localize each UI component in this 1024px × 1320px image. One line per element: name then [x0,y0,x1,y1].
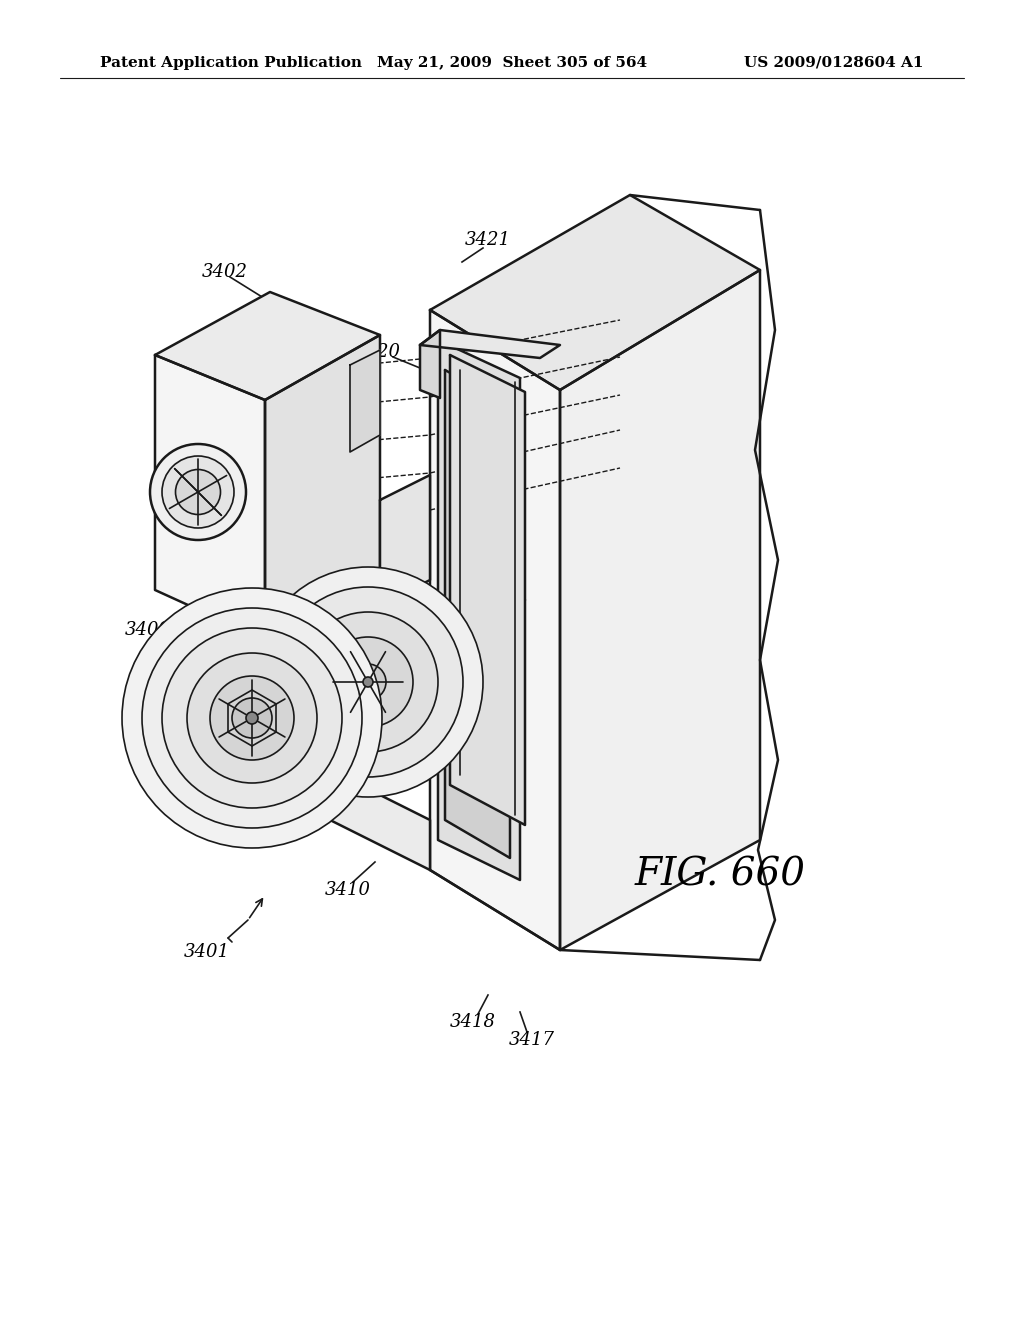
Text: May 21, 2009  Sheet 305 of 564: May 21, 2009 Sheet 305 of 564 [377,55,647,70]
Text: 3403: 3403 [155,411,201,429]
Text: 3420: 3420 [355,343,401,360]
Polygon shape [155,355,265,640]
Ellipse shape [253,568,483,797]
Ellipse shape [187,653,317,783]
Polygon shape [430,195,760,389]
Text: 3409: 3409 [125,620,171,639]
Ellipse shape [150,444,246,540]
Ellipse shape [162,628,342,808]
Circle shape [246,711,258,723]
Ellipse shape [273,587,463,777]
Text: 3418: 3418 [450,1012,496,1031]
Ellipse shape [298,612,438,752]
Text: FIG. 660: FIG. 660 [635,857,806,894]
Polygon shape [185,620,310,810]
Text: 3410: 3410 [325,880,371,899]
Text: 3421: 3421 [465,231,511,249]
Polygon shape [560,271,760,950]
Polygon shape [445,370,510,858]
Polygon shape [450,355,525,825]
Circle shape [362,677,373,686]
Ellipse shape [122,587,382,847]
Ellipse shape [323,638,413,727]
Polygon shape [420,330,440,399]
Text: 3417: 3417 [509,1031,555,1049]
Text: 3402: 3402 [202,263,248,281]
Polygon shape [265,335,380,640]
Polygon shape [380,475,430,605]
Text: US 2009/0128604 A1: US 2009/0128604 A1 [744,55,924,70]
Text: Patent Application Publication: Patent Application Publication [100,55,362,70]
Ellipse shape [210,676,294,760]
Polygon shape [310,760,430,870]
Text: 3401: 3401 [184,942,230,961]
Polygon shape [155,292,380,400]
Polygon shape [430,310,560,950]
Ellipse shape [350,664,386,700]
Polygon shape [420,330,560,358]
Ellipse shape [162,455,234,528]
Ellipse shape [232,698,272,738]
Ellipse shape [142,609,362,828]
Polygon shape [438,341,520,880]
Ellipse shape [175,470,220,515]
Polygon shape [350,350,380,451]
